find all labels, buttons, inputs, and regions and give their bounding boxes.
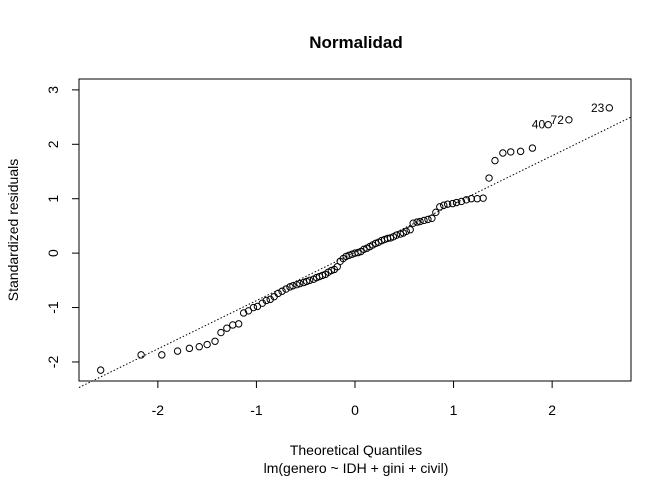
data-point — [479, 194, 487, 202]
data-point — [282, 285, 290, 293]
point-label: 23 — [591, 101, 605, 115]
data-point — [565, 116, 573, 124]
data-point — [507, 148, 515, 156]
data-point — [239, 309, 248, 317]
x-axis: -2 -1 0 1 2 — [152, 380, 556, 418]
data-point — [185, 344, 194, 353]
x-tick-label: -2 — [152, 402, 165, 418]
data-point — [420, 216, 428, 225]
data-point — [305, 276, 314, 285]
data-point — [234, 320, 243, 328]
data-point — [203, 340, 211, 349]
data-point — [278, 287, 286, 295]
x-tick-label: -1 — [250, 402, 263, 418]
data-point — [195, 343, 203, 351]
data-point — [457, 197, 466, 206]
data-point — [96, 366, 105, 374]
data-point — [443, 200, 452, 208]
data-point — [409, 219, 417, 227]
data-point — [229, 321, 237, 329]
data-point — [528, 144, 537, 152]
data-point — [211, 337, 219, 345]
qq-reference-line — [78, 116, 632, 388]
data-point — [485, 174, 493, 182]
data-point — [406, 226, 414, 234]
data-point — [289, 282, 297, 290]
data-point — [605, 104, 614, 112]
data-point — [516, 147, 525, 156]
data-points-layer — [96, 104, 614, 374]
y-tick-label: 1 — [45, 195, 61, 203]
data-point — [392, 231, 401, 239]
data-point — [296, 279, 304, 288]
data-point — [137, 351, 145, 359]
data-point — [432, 208, 440, 217]
y-tick-label: -2 — [45, 356, 61, 369]
point-label: 40 — [532, 118, 546, 132]
y-tick-label: 0 — [45, 249, 61, 257]
data-point — [448, 199, 457, 208]
data-point — [452, 198, 461, 207]
data-point — [462, 196, 471, 204]
data-point — [440, 201, 448, 209]
point-labels-layer: 23 72 40 — [532, 101, 605, 132]
x-tick-label: 0 — [351, 402, 359, 418]
data-point — [249, 303, 258, 312]
y-tick-label: -1 — [45, 301, 61, 314]
plot-frame — [78, 78, 632, 382]
data-point — [274, 289, 282, 298]
reference-line-layer — [78, 116, 632, 388]
chart-title: Normalidad — [309, 33, 403, 52]
x-axis-label: Theoretical Quantiles — [290, 442, 422, 458]
data-point — [491, 156, 499, 165]
x-tick-label: 1 — [450, 402, 458, 418]
data-point — [499, 149, 507, 157]
data-point — [436, 203, 444, 211]
data-point — [262, 296, 270, 305]
data-point — [333, 263, 341, 271]
data-point — [413, 218, 421, 226]
data-point — [158, 351, 166, 359]
data-point — [544, 121, 552, 129]
data-point — [424, 215, 432, 224]
y-axis: -2 -1 0 1 2 3 — [45, 86, 80, 369]
data-point — [223, 324, 231, 332]
y-axis-label: Standardized residuals — [5, 159, 21, 301]
data-point — [217, 328, 225, 337]
point-label: 72 — [551, 113, 565, 127]
y-tick-label: 3 — [45, 86, 61, 94]
x-axis-sublabel: lm(genero ~ IDH + gini + civil) — [264, 460, 449, 476]
data-point — [416, 217, 424, 226]
y-tick-label: 2 — [45, 140, 61, 148]
x-tick-label: 2 — [548, 402, 556, 418]
data-point — [428, 214, 436, 223]
data-point — [402, 227, 410, 236]
data-point — [173, 347, 182, 355]
